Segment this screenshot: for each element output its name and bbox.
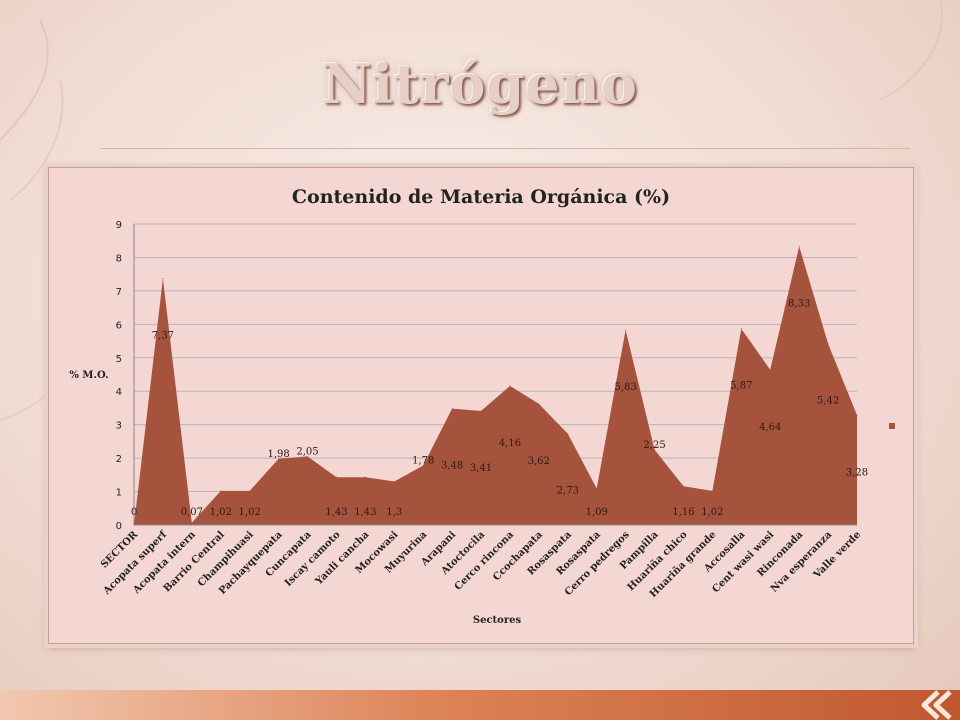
data-label: 0,07: [181, 507, 203, 518]
data-label: 1,02: [701, 507, 723, 518]
data-point: [364, 476, 366, 478]
slide-title: Nitrógeno: [322, 52, 638, 116]
chart-title: Contenido de Materia Orgánica (%): [292, 186, 670, 208]
chart-frame: Contenido de Materia Orgánica (%) 0 1 2 3 4 5 6…: [48, 167, 914, 644]
y-tick-label: 0: [116, 521, 122, 532]
data-point: [393, 481, 395, 483]
data-label: 1,02: [239, 507, 261, 518]
data-label: 5,87: [730, 381, 752, 392]
data-label: 1,02: [210, 507, 232, 518]
y-tick-label: 5: [116, 354, 122, 365]
data-point: [740, 328, 742, 330]
data-point: [249, 490, 251, 492]
y-tick-label: 8: [116, 253, 122, 264]
data-point: [480, 410, 482, 412]
data-label: 2,25: [643, 440, 665, 451]
data-point: [162, 278, 164, 280]
data-label: 1,09: [586, 507, 608, 518]
data-label: 1,98: [267, 449, 289, 460]
title-divider: [100, 148, 910, 149]
data-label: 0: [131, 507, 137, 518]
data-label: 3,48: [441, 461, 463, 472]
data-label: 3,62: [528, 456, 550, 467]
data-point: [769, 369, 771, 371]
data-label: 3,28: [846, 467, 868, 478]
y-tick-label: 7: [116, 287, 122, 298]
data-label: 4,64: [759, 422, 781, 433]
data-label: 1,3: [386, 507, 402, 518]
y-tick-label: 1: [116, 488, 122, 499]
chart: Contenido de Materia Orgánica (%)0123456…: [69, 186, 895, 626]
data-point: [596, 488, 598, 490]
y-tick-label: 4: [116, 387, 122, 398]
data-label: 7,37: [152, 331, 174, 342]
data-point: [422, 464, 424, 466]
data-label: 1,16: [672, 507, 694, 518]
y-axis-title: % M.O.: [69, 370, 108, 381]
y-tick-label: 3: [116, 421, 122, 432]
data-point: [798, 245, 800, 247]
data-point: [307, 455, 309, 457]
data-point: [451, 408, 453, 410]
y-tick-label: 9: [116, 220, 122, 231]
data-label: 5,42: [817, 396, 839, 407]
data-label: 8,33: [788, 298, 810, 309]
data-point: [711, 490, 713, 492]
bottom-bar: [0, 690, 960, 720]
data-label: 2,73: [557, 486, 579, 497]
y-tick-label: 6: [116, 320, 122, 331]
x-axis-title: Sectores: [473, 615, 522, 626]
legend-marker: [889, 423, 895, 429]
data-point: [191, 522, 193, 524]
data-label: 2,05: [296, 446, 318, 457]
data-point: [538, 403, 540, 405]
data-label: 4,16: [499, 438, 521, 449]
chevron-left-nav-icon[interactable]: [910, 690, 960, 720]
data-label: 1,43: [325, 507, 347, 518]
data-point: [856, 414, 858, 416]
data-label: 1,43: [354, 507, 376, 518]
data-point: [682, 485, 684, 487]
data-point: [335, 476, 337, 478]
data-point: [509, 385, 511, 387]
data-point: [827, 343, 829, 345]
data-label: 1,78: [412, 455, 434, 466]
y-tick-label: 2: [116, 454, 122, 465]
data-point: [567, 433, 569, 435]
data-label: 3,41: [470, 463, 492, 474]
data-label: 5,83: [615, 382, 637, 393]
data-point: [625, 329, 627, 331]
data-point: [220, 490, 222, 492]
area-series: [134, 246, 857, 525]
data-point: [654, 449, 656, 451]
data-point: [278, 458, 280, 460]
